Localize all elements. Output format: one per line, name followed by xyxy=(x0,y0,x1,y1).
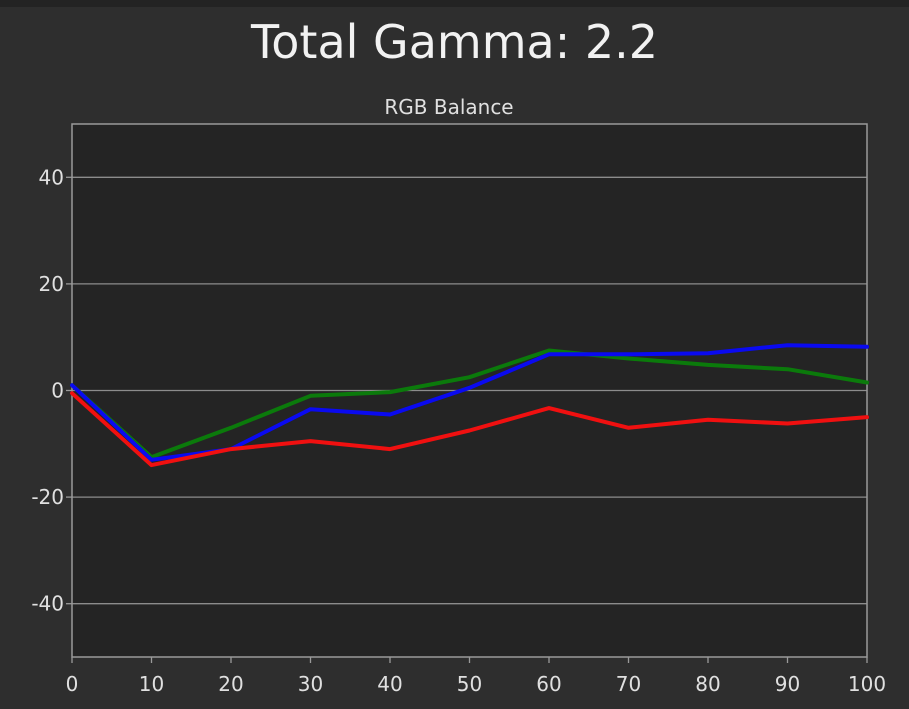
x-tick-label: 20 xyxy=(218,672,243,696)
chart-title: RGB Balance xyxy=(384,95,513,119)
x-tick-label: 30 xyxy=(298,672,323,696)
x-tick-label: 0 xyxy=(66,672,79,696)
x-tick-label: 90 xyxy=(775,672,800,696)
red-series-line xyxy=(70,391,869,468)
axis-ticks: -40 -20 0 20 40 0 10 20 30 40 50 60 70 80 90 100 xyxy=(31,165,886,696)
x-tick-label: 10 xyxy=(139,672,164,696)
y-tick-label: -40 xyxy=(31,592,64,616)
x-tick-label: 70 xyxy=(616,672,641,696)
x-tick-label: 60 xyxy=(536,672,561,696)
green-series-line xyxy=(70,348,869,460)
x-tick-label: 50 xyxy=(457,672,482,696)
page-title: Total Gamma: 2.2 xyxy=(251,15,658,69)
y-tick-label: 40 xyxy=(39,165,64,189)
y-tick-label: -20 xyxy=(31,485,64,509)
x-tick-label: 40 xyxy=(377,672,402,696)
x-tick-label: 80 xyxy=(695,672,720,696)
window-top-bar xyxy=(0,0,909,7)
y-tick-label: 0 xyxy=(51,379,64,403)
grid xyxy=(72,176,867,605)
series-lines xyxy=(70,343,869,468)
x-tick-label: 100 xyxy=(848,672,886,696)
y-tick-label: 20 xyxy=(39,272,64,296)
